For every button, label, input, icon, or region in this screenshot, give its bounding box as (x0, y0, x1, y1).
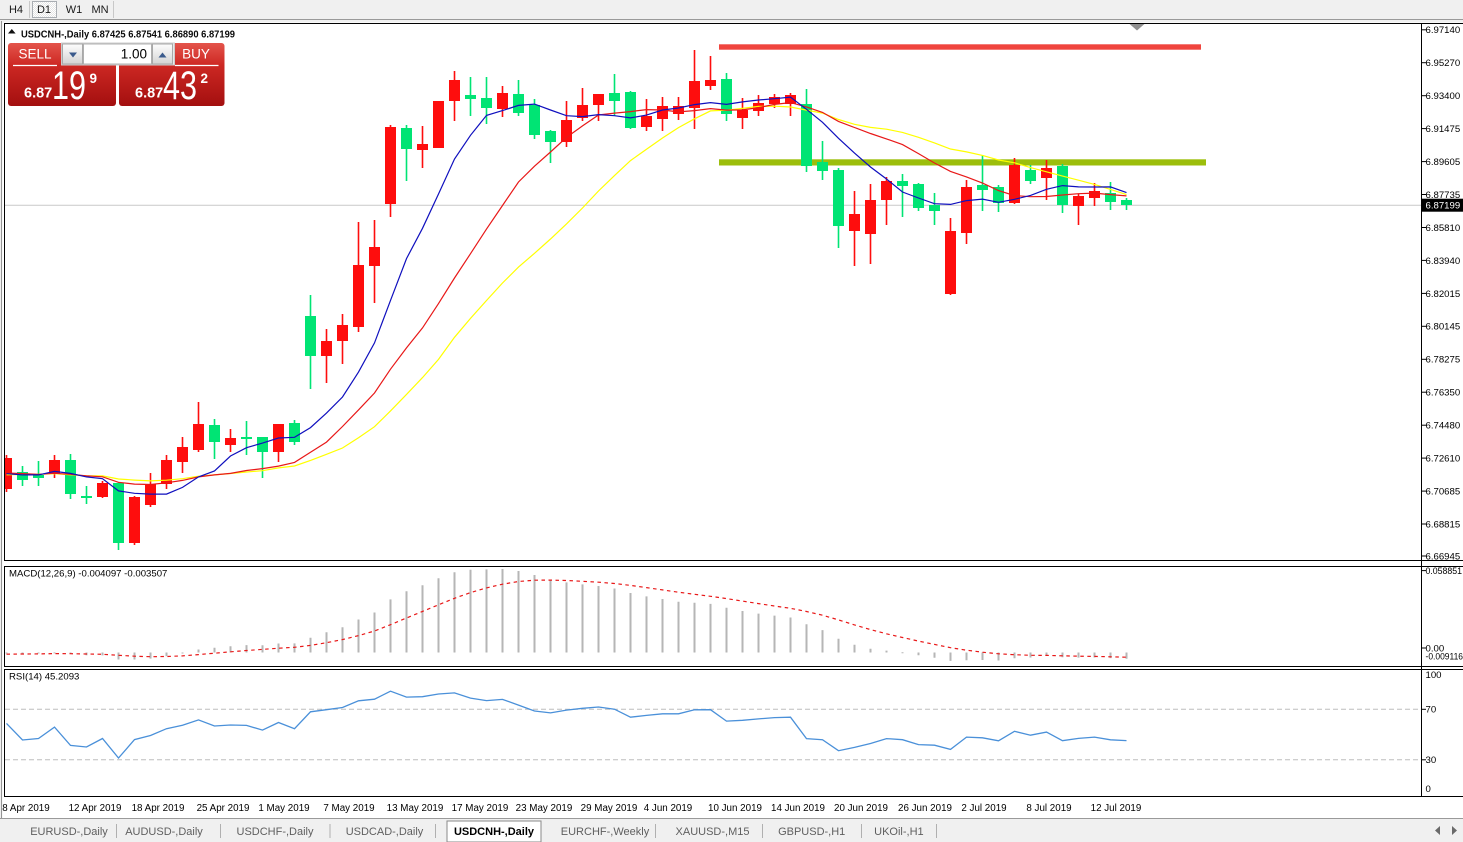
svg-text:17 May 2019: 17 May 2019 (452, 803, 509, 814)
svg-text:6.78275: 6.78275 (1426, 355, 1461, 366)
svg-text:13 May 2019: 13 May 2019 (387, 803, 444, 814)
svg-text:18 Apr 2019: 18 Apr 2019 (132, 803, 185, 814)
svg-text:RSI(14) 45.2093: RSI(14) 45.2093 (9, 672, 79, 683)
svg-text:6.72610: 6.72610 (1426, 454, 1461, 465)
svg-text:26 Jun 2019: 26 Jun 2019 (898, 803, 952, 814)
svg-text:6.87: 6.87 (24, 86, 52, 102)
svg-text:8 Jul 2019: 8 Jul 2019 (1026, 803, 1071, 814)
svg-text:23 May 2019: 23 May 2019 (516, 803, 573, 814)
svg-text:6.74480: 6.74480 (1426, 421, 1461, 432)
svg-text:6.76350: 6.76350 (1426, 388, 1461, 399)
svg-text:6.95270: 6.95270 (1426, 58, 1461, 69)
svg-text:0.058851: 0.058851 (1426, 566, 1463, 577)
svg-text:6.97140: 6.97140 (1426, 25, 1461, 36)
svg-text:D1: D1 (37, 4, 51, 16)
svg-text:6.87: 6.87 (135, 86, 163, 102)
svg-text:USDCNH-,Daily: USDCNH-,Daily (454, 826, 535, 838)
svg-text:6.85810: 6.85810 (1426, 223, 1461, 234)
svg-text:6.87735: 6.87735 (1426, 190, 1461, 201)
svg-text:4 Jun 2019: 4 Jun 2019 (644, 803, 692, 814)
svg-text:8 Apr 2019: 8 Apr 2019 (2, 803, 49, 814)
svg-text:6.93400: 6.93400 (1426, 91, 1461, 102)
svg-text:USDCAD-,Daily: USDCAD-,Daily (346, 826, 424, 838)
svg-text:12 Apr 2019: 12 Apr 2019 (69, 803, 122, 814)
svg-text:29 May 2019: 29 May 2019 (581, 803, 638, 814)
svg-text:SELL: SELL (18, 47, 52, 62)
svg-text:19: 19 (52, 64, 86, 108)
svg-text:6.70685: 6.70685 (1426, 487, 1461, 498)
svg-text:14 Jun 2019: 14 Jun 2019 (771, 803, 825, 814)
svg-text:6.91475: 6.91475 (1426, 124, 1461, 135)
svg-text:MACD(12,26,9) -0.004097 -0.003: MACD(12,26,9) -0.004097 -0.003507 (9, 569, 167, 580)
svg-text:10 Jun 2019: 10 Jun 2019 (708, 803, 762, 814)
svg-text:XAUUSD-,M15: XAUUSD-,M15 (676, 826, 750, 838)
svg-text:EURCHF-,Weekly: EURCHF-,Weekly (561, 826, 650, 838)
svg-text:25 Apr 2019: 25 Apr 2019 (197, 803, 250, 814)
svg-text:1.00: 1.00 (121, 47, 147, 62)
svg-text:USDCNH-,Daily 6.87425 6.87541: USDCNH-,Daily 6.87425 6.87541 6.86890 6.… (21, 29, 235, 41)
svg-text:20 Jun 2019: 20 Jun 2019 (834, 803, 888, 814)
svg-text:12 Jul 2019: 12 Jul 2019 (1091, 803, 1142, 814)
svg-text:BUY: BUY (182, 47, 210, 62)
svg-text:H4: H4 (9, 4, 23, 16)
svg-text:6.83940: 6.83940 (1426, 256, 1461, 267)
svg-text:9: 9 (90, 71, 98, 86)
svg-text:EURUSD-,Daily: EURUSD-,Daily (30, 826, 108, 838)
svg-text:100: 100 (1426, 670, 1442, 681)
svg-text:43: 43 (163, 64, 197, 108)
svg-text:MN: MN (91, 4, 108, 16)
svg-text:AUDUSD-,Daily: AUDUSD-,Daily (125, 826, 203, 838)
svg-text:6.82015: 6.82015 (1426, 289, 1461, 300)
svg-text:-0.009116: -0.009116 (1426, 651, 1463, 662)
svg-text:6.68815: 6.68815 (1426, 519, 1461, 530)
svg-text:2: 2 (201, 71, 209, 86)
svg-text:USDCHF-,Daily: USDCHF-,Daily (237, 826, 315, 838)
svg-text:7 May 2019: 7 May 2019 (323, 803, 374, 814)
svg-text:6.89605: 6.89605 (1426, 157, 1461, 168)
svg-text:GBPUSD-,H1: GBPUSD-,H1 (778, 826, 845, 838)
svg-text:70: 70 (1426, 705, 1437, 716)
svg-text:W1: W1 (66, 4, 83, 16)
svg-text:0.00: 0.00 (1426, 643, 1445, 654)
svg-text:2 Jul 2019: 2 Jul 2019 (961, 803, 1006, 814)
svg-text:6.80145: 6.80145 (1426, 322, 1461, 333)
svg-text:0: 0 (1426, 784, 1431, 795)
svg-text:6.87199: 6.87199 (1426, 200, 1461, 211)
svg-text:30: 30 (1426, 755, 1437, 766)
svg-text:UKOil-,H1: UKOil-,H1 (874, 826, 924, 838)
svg-text:6.66945: 6.66945 (1426, 551, 1461, 562)
svg-text:1 May 2019: 1 May 2019 (258, 803, 309, 814)
